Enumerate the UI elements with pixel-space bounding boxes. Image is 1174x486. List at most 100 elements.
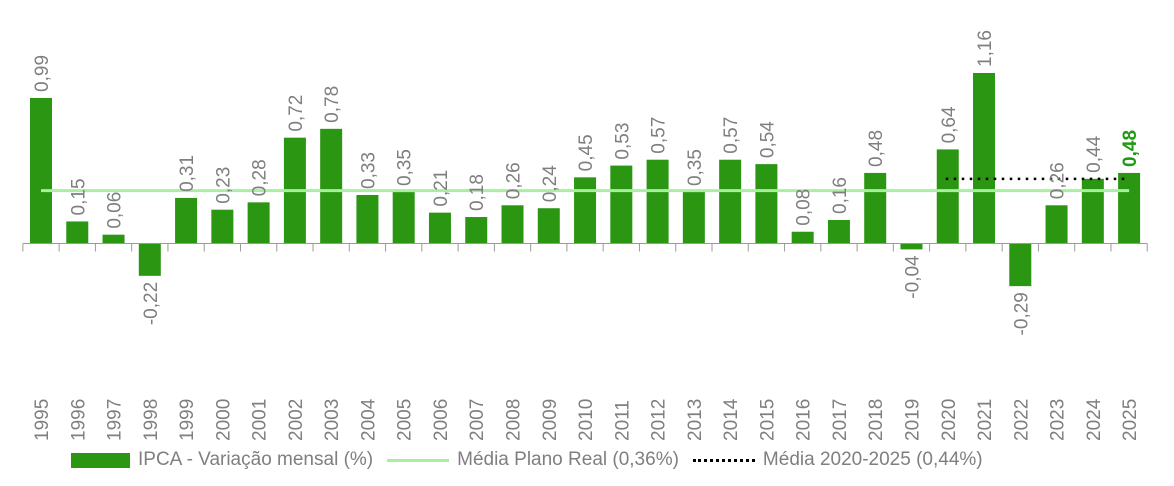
data-label-2019: -0,04	[902, 255, 923, 299]
data-label-2018: 0,48	[866, 130, 887, 167]
x-tick-label-2010: 2010	[576, 399, 597, 441]
bar-2022	[1009, 243, 1032, 287]
x-tick-label-2012: 2012	[649, 399, 670, 441]
x-tick-label-2017: 2017	[830, 399, 851, 441]
data-label-1997: 0,06	[105, 192, 126, 229]
x-tick-label-2016: 2016	[794, 399, 815, 441]
bar-2003	[320, 128, 343, 244]
bar-2005	[392, 192, 415, 244]
x-tick-label-2003: 2003	[322, 399, 343, 441]
data-label-2016: 0,08	[794, 189, 815, 226]
bar-2024	[1081, 178, 1104, 244]
legend-swatch-line	[387, 458, 450, 462]
data-label-2021: 1,16	[975, 30, 996, 67]
x-tick-label-2015: 2015	[757, 399, 778, 441]
data-label-2005: 0,35	[395, 149, 416, 186]
data-label-2023: 0,26	[1048, 162, 1069, 199]
x-tick-label-2025: 2025	[1120, 399, 1141, 441]
x-tick-label-2004: 2004	[358, 398, 379, 441]
x-tick-label-2023: 2023	[1048, 399, 1069, 441]
x-tick-label-2020: 2020	[939, 399, 960, 441]
legend: IPCA - Variação mensal (%) Média Plano R…	[71, 449, 997, 471]
bar-2014	[719, 159, 742, 244]
data-label-2013: 0,35	[685, 149, 706, 186]
x-tick-label-1996: 1996	[68, 399, 89, 441]
x-tick-label-2000: 2000	[213, 399, 234, 441]
legend-item-media-2020-2025: Média 2020-2025 (0,44%)	[692, 449, 983, 471]
x-tick-label-2009: 2009	[540, 399, 561, 441]
data-label-1995: 0,99	[32, 55, 53, 92]
bar-1997	[102, 234, 125, 244]
x-tick-label-2002: 2002	[286, 399, 307, 441]
bar-2021	[973, 72, 996, 244]
data-label-2000: 0,23	[213, 167, 234, 204]
x-tick-label-2018: 2018	[866, 399, 887, 441]
legend-label-media-plano-real: Média Plano Real (0,36%)	[457, 449, 679, 470]
data-label-2004: 0,33	[358, 152, 379, 189]
x-tick-label-2011: 2011	[612, 400, 633, 441]
data-label-1998: -0,22	[141, 282, 162, 325]
data-label-2010: 0,45	[576, 134, 597, 171]
bar-2023	[1045, 205, 1068, 244]
x-tick-label-1999: 1999	[177, 399, 198, 441]
data-label-2017: 0,16	[830, 177, 851, 214]
legend-item-media-plano-real: Média Plano Real (0,36%)	[387, 449, 679, 471]
data-label-2014: 0,57	[721, 117, 742, 154]
data-label-2001: 0,28	[250, 159, 271, 196]
data-label-2002: 0,72	[286, 95, 307, 132]
bar-2020	[936, 149, 959, 244]
legend-swatch-bar	[71, 452, 130, 468]
data-label-2009: 0,24	[540, 165, 561, 202]
bar-1995	[30, 97, 52, 244]
bar-2015	[755, 164, 778, 244]
data-label-2020: 0,64	[939, 106, 960, 143]
bar-1998	[138, 243, 161, 276]
bar-2012	[646, 159, 669, 244]
x-tick-label-1995: 1995	[32, 399, 53, 441]
bar-2009	[537, 208, 560, 244]
data-label-2011: 0,53	[612, 123, 633, 160]
data-label-1999: 0,31	[177, 155, 198, 192]
x-tick-label-2001: 2001	[250, 399, 271, 441]
bar-2018	[864, 172, 887, 244]
bar-2001	[247, 202, 270, 244]
data-label-2006: 0,21	[431, 170, 452, 207]
data-label-2022: -0,29	[1011, 292, 1032, 335]
x-tick-label-2005: 2005	[395, 399, 416, 441]
bar-2013	[682, 192, 705, 244]
bar-2019	[900, 243, 923, 250]
x-tick-label-1998: 1998	[141, 399, 162, 441]
bar-2011	[610, 165, 633, 244]
x-tick-label-2006: 2006	[431, 399, 452, 441]
data-label-2024: 0,44	[1084, 135, 1105, 172]
legend-label-media-2020-2025: Média 2020-2025 (0,44%)	[762, 449, 983, 470]
bar-2000	[211, 209, 234, 244]
x-tick-label-2019: 2019	[902, 399, 923, 441]
x-tick-label-2021: 2021	[975, 399, 996, 441]
bar-2004	[356, 194, 379, 244]
legend-swatch-dotted	[692, 458, 755, 462]
x-tick-label-2007: 2007	[467, 399, 488, 441]
x-tick-label-2022: 2022	[1011, 399, 1032, 441]
bar-2010	[574, 177, 597, 244]
ipca-bar-chart: 0,99 0,15 0,06 -0,22 0,31 0,23 0,28 0,72 0,78 0,3…	[22, 30, 1148, 441]
x-tick-label-2024: 2024	[1084, 398, 1105, 441]
data-label-2015: 0,54	[757, 121, 778, 158]
data-label-2025: 0,48	[1120, 130, 1141, 167]
bar-2007	[465, 217, 488, 244]
x-tick-label-2014: 2014	[721, 398, 742, 441]
data-label-2008: 0,26	[504, 162, 525, 199]
data-label-1996: 0,15	[68, 178, 89, 215]
bar-1999	[175, 197, 198, 244]
x-tick-label-2008: 2008	[504, 399, 525, 441]
legend-item-ipca: IPCA - Variação mensal (%)	[71, 449, 373, 471]
data-label-2007: 0,18	[467, 174, 488, 211]
bar-2008	[501, 205, 524, 244]
legend-label-ipca: IPCA - Variação mensal (%)	[138, 449, 374, 470]
x-tick-label-2013: 2013	[685, 399, 706, 441]
bar-2025	[1118, 172, 1141, 244]
x-tick-label-1997: 1997	[105, 399, 126, 441]
bar-1996	[66, 221, 89, 244]
data-label-2012: 0,57	[649, 117, 670, 154]
bar-2016	[791, 231, 814, 244]
